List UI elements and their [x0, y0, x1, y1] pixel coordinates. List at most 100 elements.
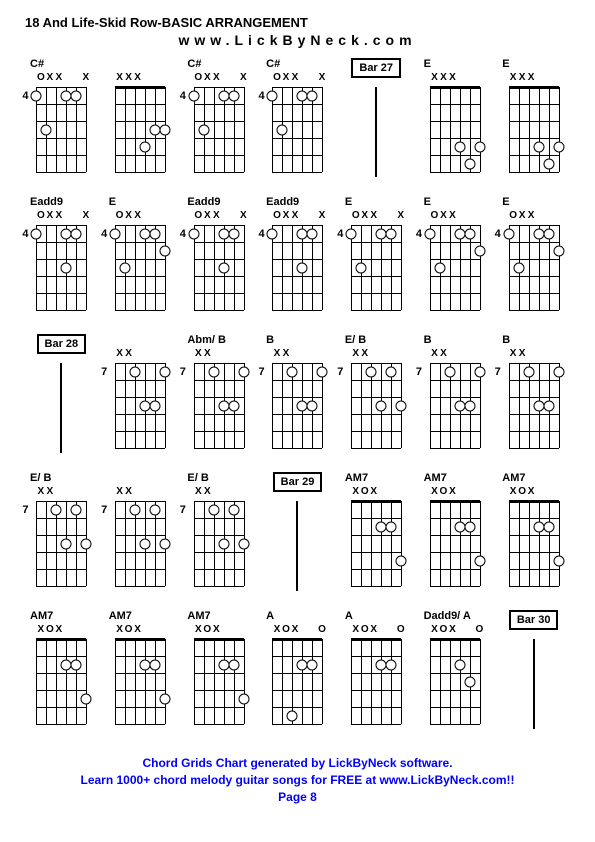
mute-mark: [151, 72, 160, 86]
mute-mark: [308, 348, 317, 362]
mute-mark: X: [194, 624, 203, 638]
fretboard: [272, 87, 322, 172]
page-title: 18 And Life-Skid Row-BASIC ARRANGEMENT: [25, 15, 570, 30]
mute-mark: X: [527, 72, 536, 86]
mute-mark: X: [509, 486, 518, 500]
mute-row: OXX: [115, 210, 169, 224]
finger-dot: [218, 262, 229, 273]
bar-line: [60, 363, 62, 453]
fretboard: [36, 87, 86, 172]
mute-mark: [545, 486, 554, 500]
finger-dot: [287, 366, 298, 377]
fretboard: [430, 363, 480, 448]
finger-dot: [396, 400, 407, 411]
chord-diagram-cell: B7XX: [497, 334, 570, 464]
mute-mark: [160, 486, 169, 500]
mute-mark: X: [317, 72, 326, 86]
mute-mark: [536, 210, 545, 224]
finger-dot: [464, 521, 475, 532]
mute-mark: O: [360, 624, 369, 638]
mute-mark: [536, 486, 545, 500]
mute-mark: X: [124, 72, 133, 86]
mute-mark: X: [124, 348, 133, 362]
chord-diagram: 4OXXX: [345, 212, 407, 317]
mute-mark: X: [124, 210, 133, 224]
mute-mark: [308, 624, 317, 638]
mute-mark: X: [351, 486, 360, 500]
mute-mark: [457, 486, 466, 500]
mute-mark: [475, 486, 484, 500]
chord-diagram: 4OXXX: [266, 74, 328, 179]
mute-mark: O: [36, 210, 45, 224]
finger-dot: [228, 228, 239, 239]
mute-mark: [142, 348, 151, 362]
mute-mark: [221, 210, 230, 224]
mute-row: XX: [194, 348, 248, 362]
finger-dot: [287, 710, 298, 721]
fret-number: 4: [258, 228, 264, 240]
bar-marker: Bar 29: [261, 472, 334, 602]
finger-dot: [267, 228, 278, 239]
fret-number: 7: [101, 504, 107, 516]
mute-mark: O: [115, 210, 124, 224]
mute-row: XX: [36, 486, 90, 500]
finger-dot: [51, 504, 62, 515]
mute-mark: [239, 486, 248, 500]
mute-mark: [387, 624, 396, 638]
finger-dot: [238, 693, 249, 704]
bar-marker: Bar 28: [25, 334, 98, 464]
mute-mark: X: [430, 348, 439, 362]
mute-mark: [387, 486, 396, 500]
mute-mark: X: [81, 72, 90, 86]
finger-dot: [386, 228, 397, 239]
mute-mark: X: [54, 72, 63, 86]
mute-mark: X: [518, 348, 527, 362]
finger-dot: [130, 504, 141, 515]
fretboard: [194, 639, 244, 724]
mute-mark: O: [360, 486, 369, 500]
mute-mark: X: [272, 624, 281, 638]
finger-dot: [31, 90, 42, 101]
finger-dot: [424, 228, 435, 239]
mute-mark: [378, 486, 387, 500]
chord-diagram-cell: AM7XOX: [419, 472, 492, 602]
mute-mark: X: [212, 72, 221, 86]
fretboard: [36, 225, 86, 310]
chord-diagram-cell: AM7XOX: [497, 472, 570, 602]
mute-mark: X: [509, 72, 518, 86]
chord-diagram-cell: C#4OXXX: [182, 58, 255, 188]
mute-mark: [299, 72, 308, 86]
chord-diagram: XXX: [424, 74, 486, 179]
mute-mark: [378, 348, 387, 362]
fretboard: [115, 87, 165, 172]
chord-diagram: XOXO: [266, 626, 328, 731]
mute-mark: [299, 348, 308, 362]
mute-mark: [81, 624, 90, 638]
mute-mark: X: [351, 348, 360, 362]
mute-row: XOXO: [272, 624, 326, 638]
mute-mark: [142, 72, 151, 86]
fret-number: 4: [337, 228, 343, 240]
finger-dot: [386, 366, 397, 377]
mute-mark: X: [518, 72, 527, 86]
mute-mark: X: [290, 72, 299, 86]
fret-number: 4: [101, 228, 107, 240]
finger-dot: [454, 141, 465, 152]
finger-dot: [150, 504, 161, 515]
mute-mark: X: [133, 210, 142, 224]
mute-mark: [475, 348, 484, 362]
chord-diagram: 4OXX: [109, 212, 171, 317]
mute-mark: [221, 486, 230, 500]
finger-dot: [376, 400, 387, 411]
fretboard: [194, 225, 244, 310]
mute-mark: [151, 486, 160, 500]
mute-row: XXX: [430, 72, 484, 86]
finger-dot: [130, 366, 141, 377]
finger-dot: [307, 228, 318, 239]
mute-mark: X: [430, 72, 439, 86]
mute-mark: X: [203, 72, 212, 86]
mute-mark: [142, 624, 151, 638]
finger-dot: [444, 366, 455, 377]
mute-mark: X: [430, 486, 439, 500]
finger-dot: [366, 366, 377, 377]
